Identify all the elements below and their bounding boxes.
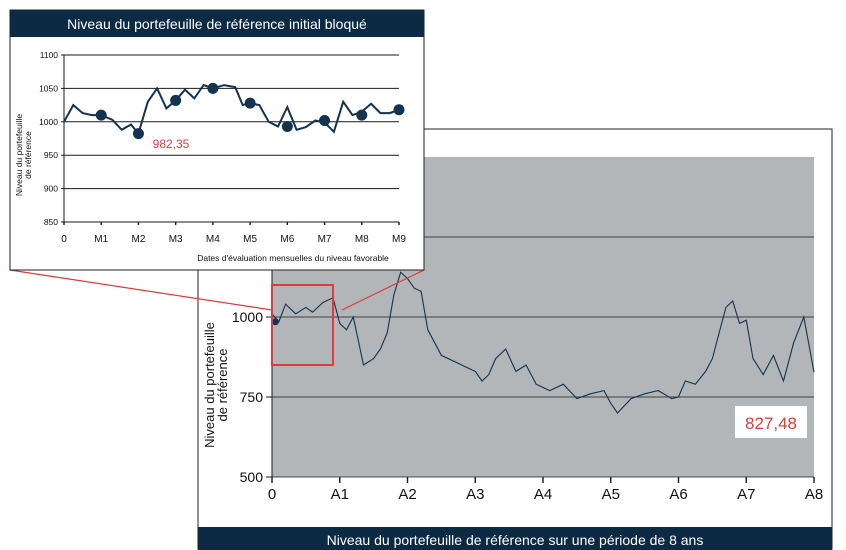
- x-tick-label: A6: [669, 486, 687, 503]
- data-marker: [207, 82, 219, 94]
- x-tick-label: M3: [169, 234, 183, 245]
- inset-frame: [9, 9, 425, 271]
- y-tick-label: 750: [240, 389, 264, 405]
- x-tick-label: M2: [131, 234, 145, 245]
- inset-x-axis-label: Dates d'évaluation mensuelles du niveau …: [197, 253, 389, 263]
- y-tick-label: 500: [240, 469, 264, 485]
- x-tick-label: M6: [280, 234, 294, 245]
- x-tick-label: M1: [94, 234, 108, 245]
- x-tick-label: A4: [534, 486, 552, 503]
- data-marker: [271, 318, 279, 326]
- x-tick-label: M9: [392, 234, 406, 245]
- x-tick-label: M7: [318, 234, 332, 245]
- inset-y-tick-labels: 850 900 950 1000 1050 1100: [39, 50, 58, 227]
- main-ylabel-line1: Niveau du portefeuille: [202, 322, 217, 448]
- x-tick-label: M8: [355, 234, 369, 245]
- data-marker: [281, 120, 293, 132]
- y-tick-label: 1000: [232, 309, 263, 325]
- data-marker: [393, 104, 405, 116]
- inset-ylabel-line2: de référence: [23, 131, 33, 179]
- x-tick-label: M5: [243, 234, 257, 245]
- inset-markers: [95, 82, 405, 140]
- x-tick-label: A1: [331, 486, 349, 503]
- highlight-window: [271, 284, 334, 366]
- data-marker: [132, 128, 144, 140]
- inset-ylabel-line1: Niveau du portefeuille: [14, 114, 24, 196]
- data-marker: [170, 94, 182, 106]
- final-value-box: [735, 406, 807, 438]
- main-y-axis-label: Niveau du portefeuille de référence: [202, 322, 230, 448]
- x-tick-label: 0: [268, 486, 276, 503]
- data-marker: [244, 97, 256, 109]
- final-value-label: 827,48: [745, 414, 797, 433]
- x-tick-label: A2: [398, 486, 416, 503]
- inset-y-axis-label: Niveau du portefeuille de référence: [14, 114, 33, 196]
- main-ylabel-line2: de référence: [215, 349, 230, 422]
- x-tick-label: A8: [805, 486, 823, 503]
- data-marker: [356, 109, 368, 121]
- main-title: Niveau du portefeuille de référence sur …: [327, 532, 704, 548]
- x-tick-label: 0: [61, 234, 67, 245]
- inset-series-line: [63, 83, 400, 136]
- y-tick-label: 1100: [40, 50, 59, 60]
- zoom-connector-left: [9, 269, 273, 311]
- x-tick-label: A5: [602, 486, 620, 503]
- inset-gridlines: [61, 54, 399, 223]
- y-tick-label: 1050: [39, 83, 58, 93]
- main-series-line: [271, 271, 815, 414]
- main-x-ticks: 0 A1 A2 A3 A4 A5 A6 A7 A8: [268, 477, 823, 503]
- y-tick-label: 1000: [39, 117, 58, 127]
- y-tick-label: 900: [44, 184, 58, 194]
- main-markers: [271, 318, 279, 326]
- inset-title-bar: [10, 10, 424, 37]
- y-tick-label: 950: [44, 150, 58, 160]
- inset-x-ticks: 0 M1 M2 M3 M4 M5 M6 M7 M8 M9: [61, 222, 406, 245]
- zoom-connector-right: [341, 269, 425, 311]
- main-title-bar: [198, 527, 832, 550]
- x-tick-label: A7: [737, 486, 755, 503]
- inset-chart: Niveau du portefeuille de référence init…: [9, 9, 425, 271]
- data-marker: [95, 109, 107, 121]
- x-tick-label: A3: [466, 486, 484, 503]
- y-tick-label: 850: [44, 217, 58, 227]
- data-marker: [319, 114, 331, 126]
- inset-annotation: 982,35: [153, 137, 190, 151]
- inset-title: Niveau du portefeuille de référence init…: [67, 16, 367, 32]
- x-tick-label: M4: [206, 234, 220, 245]
